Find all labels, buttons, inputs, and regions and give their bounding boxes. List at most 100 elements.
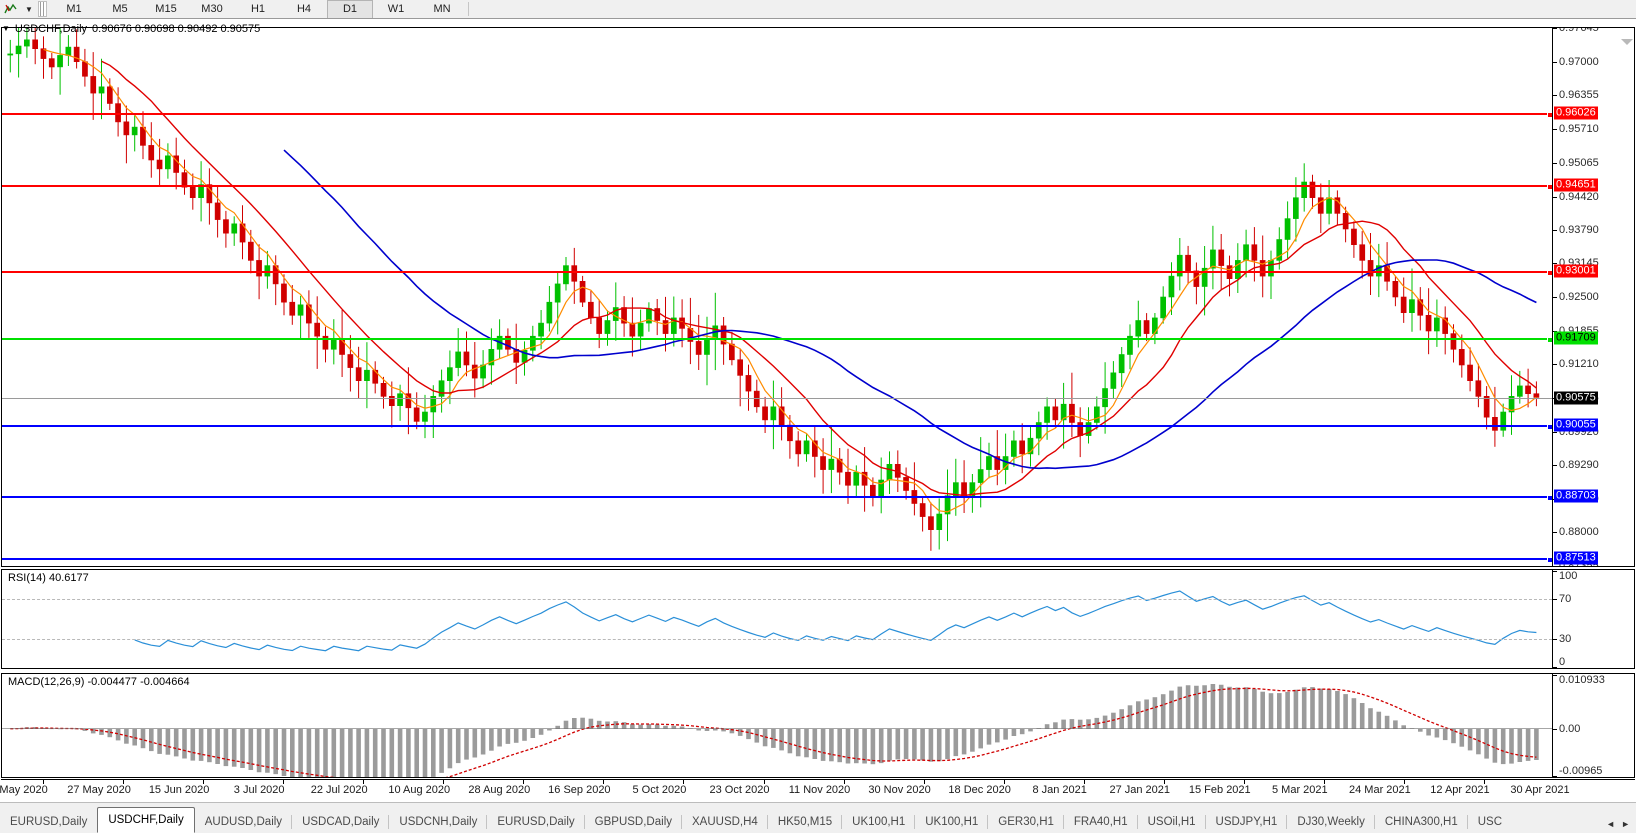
resize-corner-icon[interactable] (1621, 39, 1633, 45)
axis-tickmark (1553, 566, 1557, 567)
candlestick-series (7, 28, 1540, 551)
chart-tab-usdchf-daily[interactable]: USDCHF,Daily (97, 807, 195, 833)
time-tickmark (283, 780, 285, 784)
tab-scroll-left-icon[interactable]: ◄ (1606, 819, 1616, 829)
timeframe-m15[interactable]: M15 (155, 3, 177, 15)
time-tick-label: 11 Nov 2020 (788, 784, 851, 796)
chevron-down-icon[interactable]: ▼ (25, 4, 33, 14)
timeframe-m1[interactable]: M1 (66, 3, 82, 15)
chart-collapse-icon[interactable]: ▼ (2, 24, 10, 33)
macd-pane[interactable]: MACD(12,26,9) -0.004477 -0.004664 0.0109… (1, 673, 1635, 778)
chart-tab-dj30-weekly[interactable]: DJ30,Weekly (1287, 811, 1375, 833)
chart-tab-gbpusd-daily[interactable]: GBPUSD,Daily (585, 811, 682, 833)
timeframe-d1[interactable]: D1 (327, 0, 373, 19)
price-level-line-support[interactable] (2, 556, 1552, 563)
chart-tab-fra40-h1[interactable]: FRA40,H1 (1064, 811, 1138, 833)
price-level-line-resistance[interactable] (2, 111, 1552, 118)
chart-tab-china300-h1[interactable]: CHINA300,H1 (1375, 811, 1468, 833)
price-level-handle[interactable] (1547, 269, 1552, 276)
time-tickmark (1403, 780, 1405, 784)
price-level-line-support[interactable] (2, 423, 1552, 430)
chart-tab-label: XAUUSD,H4 (692, 816, 758, 828)
price-level-tag-last-price[interactable]: 0.90575 (1554, 391, 1598, 405)
timeframe-h1[interactable]: H1 (250, 3, 266, 15)
price-pane[interactable]: 0.97645 0.97000 0.96355 0.95710 0.95065 0.944… (1, 27, 1635, 567)
timeframe-m30[interactable]: M30 (201, 3, 223, 15)
price-level-handle[interactable] (1547, 337, 1552, 344)
price-level-line-support[interactable] (2, 494, 1552, 501)
chart-tab-uk100-h1[interactable]: UK100,H1 (842, 811, 916, 833)
tab-divider (1062, 815, 1064, 829)
chart-tab-usdjpy-h1[interactable]: USDJPY,H1 (1206, 811, 1288, 833)
price-level-tag-pivot[interactable]: 0.91709 (1554, 331, 1598, 345)
chart-tab-usdcad-daily[interactable]: USDCAD,Daily (292, 811, 390, 833)
rsi-tick-label: 30 (1559, 632, 1572, 645)
price-level-handle[interactable] (1547, 494, 1552, 501)
price-level-tag-resistance[interactable]: 0.94651 (1554, 178, 1598, 192)
axis-tickmark (1553, 638, 1557, 640)
rsi-level-line-70 (2, 599, 1552, 601)
timeframe-h4[interactable]: H4 (296, 3, 312, 15)
tab-divider (766, 815, 768, 829)
chart-tab-hk50-m15[interactable]: HK50,M15 (768, 811, 843, 833)
time-tick-label: 8 May 2020 (0, 784, 48, 796)
time-axis[interactable]: 8 May 2020 27 May 2020 15 Jun 2020 3 Jul 20… (0, 779, 1635, 801)
chart-tab-label: USDCAD,Daily (302, 816, 380, 828)
chart-tab-label: UK100,H1 (925, 816, 979, 828)
macd-scale[interactable]: 0.010933 0.00 -0.00965 (1552, 674, 1634, 777)
axis-tickmark (1553, 229, 1557, 231)
chart-tab-usoil-h1[interactable]: USOil,H1 (1138, 811, 1206, 833)
price-level-tag-resistance[interactable]: 0.93001 (1554, 264, 1598, 278)
toolbar-grip[interactable] (38, 1, 47, 17)
chart-tab-audusd-daily[interactable]: AUDUSD,Daily (195, 811, 293, 833)
chart-tab-xauusd-h4[interactable]: XAUUSD,H4 (682, 811, 768, 833)
price-level-tag-resistance[interactable]: 0.96026 (1554, 106, 1598, 120)
price-level-handle[interactable] (1547, 556, 1552, 563)
rsi-scale[interactable]: 100 70 30 0 (1552, 570, 1634, 668)
chart-ohlc-label: 0.90676 0.90698 0.90492 0.90575 (92, 23, 261, 35)
price-tick-label: 0.89290 (1559, 458, 1599, 471)
timeframe-w1[interactable]: W1 (387, 3, 405, 15)
price-level-line-pivot[interactable] (2, 337, 1552, 344)
time-tick-label: 30 Nov 2020 (868, 784, 931, 796)
tab-divider (681, 815, 682, 829)
chart-tab-usc[interactable]: USC (1468, 811, 1512, 833)
tab-divider (841, 815, 843, 829)
chart-tab-usdcnh-daily[interactable]: USDCNH,Daily (389, 811, 488, 833)
price-level-tag-support[interactable]: 0.87513 (1554, 551, 1598, 565)
timeframe-m5[interactable]: M5 (112, 3, 128, 15)
price-level-tag-support[interactable]: 0.90055 (1554, 418, 1598, 432)
timeframe-toolbar: ▼ M1 M5 M15 M30 H1 H4 D1 W1 MN (0, 0, 1636, 19)
time-tick-label: 28 Aug 2020 (468, 784, 531, 796)
price-level-tag-support[interactable]: 0.88703 (1554, 489, 1598, 503)
price-level-line-last-price[interactable] (2, 397, 1552, 399)
price-level-line-resistance[interactable] (2, 183, 1552, 190)
chart-tab-label: AUDUSD,Daily (204, 816, 283, 828)
rsi-plot[interactable] (2, 570, 1552, 668)
price-plot[interactable] (2, 28, 1552, 566)
time-tick-label: 10 Aug 2020 (388, 784, 451, 796)
rsi-pane[interactable]: RSI(14) 40.6177 100 70 30 0 (1, 569, 1635, 669)
chart-tab-eurusd-daily[interactable]: EURUSD,Daily (0, 811, 97, 833)
tab-scroll-right-icon[interactable]: ► (1621, 819, 1630, 829)
price-level-line-resistance[interactable] (2, 269, 1552, 276)
chart-tab-uk100-h1[interactable]: UK100,H1 (915, 811, 989, 833)
macd-tick-label: 0.00 (1559, 722, 1581, 735)
price-level-handle[interactable] (1547, 111, 1552, 118)
price-scale[interactable]: 0.97645 0.97000 0.96355 0.95710 0.95065 0.944… (1552, 28, 1634, 566)
rsi-level-line-30 (2, 638, 1552, 640)
axis-tickmark (1553, 776, 1557, 777)
rsi-line-series (134, 590, 1537, 652)
axis-tickmark (1553, 532, 1557, 534)
price-level-handle[interactable] (1547, 183, 1552, 190)
chart-tab-bar[interactable]: EURUSD,Daily USDCHF,Daily AUDUSD,Daily USDC… (0, 802, 1636, 833)
indicators-icon[interactable] (0, 1, 22, 17)
time-tickmark (203, 780, 205, 784)
tab-scroll-controls[interactable]: ◄ ► (1606, 819, 1636, 833)
chart-tab-label: GER30,H1 (998, 816, 1054, 828)
macd-plot[interactable] (2, 674, 1552, 777)
chart-tab-ger30-h1[interactable]: GER30,H1 (988, 811, 1064, 833)
price-level-handle[interactable] (1547, 423, 1552, 430)
timeframe-mn[interactable]: MN (433, 3, 451, 15)
chart-tab-eurusd-daily[interactable]: EURUSD,Daily (487, 811, 585, 833)
